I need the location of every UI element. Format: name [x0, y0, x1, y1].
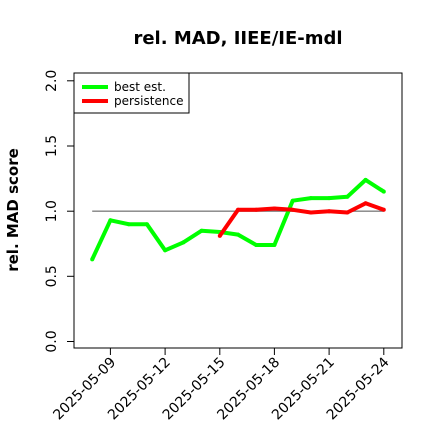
data-point — [163, 248, 168, 253]
chart-title: rel. MAD, IIEE/IE-mdl — [133, 28, 342, 49]
data-point — [108, 218, 113, 223]
y-tick-label: 1.5 — [44, 135, 60, 157]
data-point — [327, 196, 332, 201]
x-axis: 2025-05-092025-05-122025-05-152025-05-18… — [50, 348, 393, 423]
legend-label: best est. — [114, 80, 166, 94]
legend-box — [73, 72, 190, 114]
data-point — [345, 210, 350, 215]
y-tick-label: 1.0 — [44, 200, 60, 222]
data-point — [254, 207, 259, 212]
series-layer — [90, 177, 386, 262]
data-point — [199, 228, 204, 233]
data-point — [144, 222, 149, 227]
data-point — [381, 189, 386, 194]
y-tick-label: 0.5 — [44, 265, 60, 287]
data-point — [345, 194, 350, 199]
data-point — [217, 233, 222, 238]
data-point — [290, 198, 295, 203]
data-point — [308, 196, 313, 201]
data-point — [254, 243, 259, 247]
data-point — [363, 177, 368, 182]
data-point — [236, 207, 240, 212]
data-point — [290, 207, 295, 212]
data-point — [90, 257, 95, 262]
series-line-0 — [90, 177, 385, 261]
legend-label: persistence — [114, 94, 183, 108]
y-axis: 0.0 0.5 1.0 1.5 2.0 — [44, 70, 74, 353]
data-point — [272, 243, 277, 247]
data-point — [327, 209, 332, 214]
data-point — [236, 232, 240, 237]
data-point — [126, 222, 131, 227]
data-point — [308, 210, 313, 215]
y-tick-label: 0.0 — [44, 330, 60, 352]
plot-frame — [73, 72, 403, 349]
data-point — [381, 207, 386, 212]
data-point — [363, 201, 368, 206]
y-axis-label: rel. MAD score — [4, 148, 22, 272]
y-tick-label: 2.0 — [44, 70, 60, 92]
data-point — [272, 206, 277, 211]
data-point — [181, 240, 186, 245]
legend: best est.persistence — [73, 72, 190, 114]
series-line-1 — [218, 201, 385, 238]
